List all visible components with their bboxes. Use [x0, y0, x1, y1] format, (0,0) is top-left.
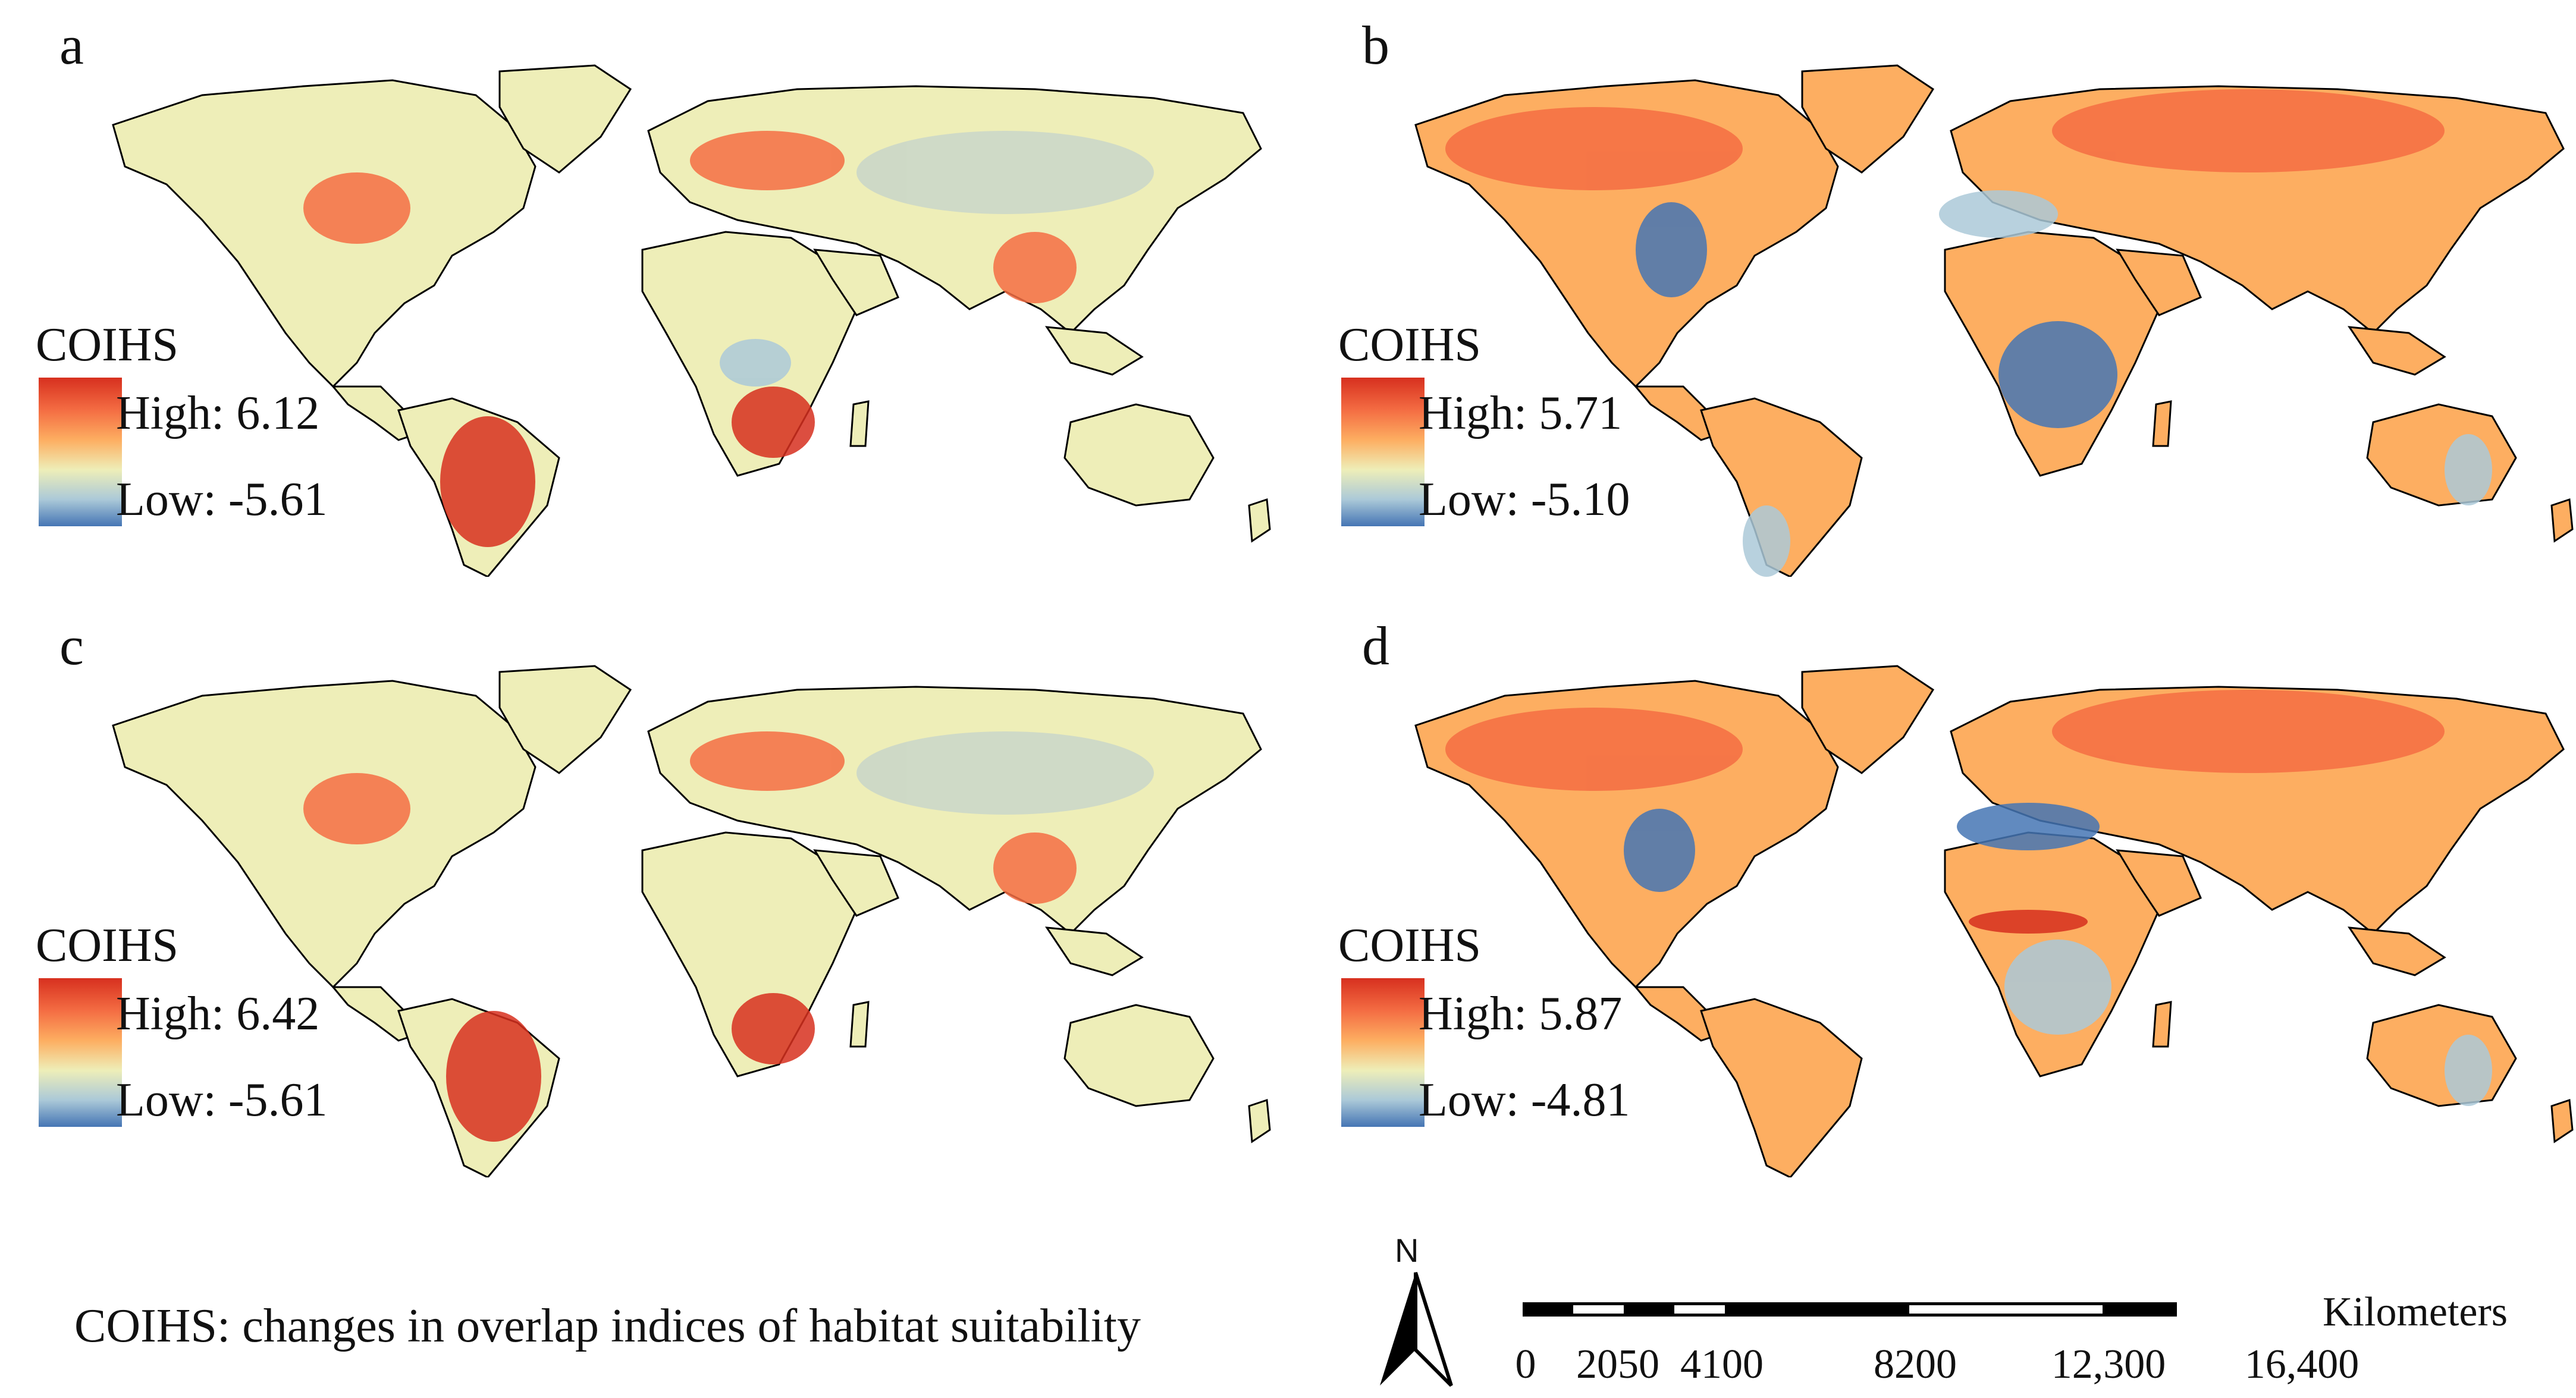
legend: COIHS High: 5.87 Low: -4.81	[1338, 922, 1755, 1160]
panel-letter: d	[1362, 615, 1389, 676]
scale-segment	[1573, 1305, 1624, 1314]
legend-color-ramp	[39, 978, 122, 1127]
legend-color-ramp	[1341, 378, 1425, 526]
legend: COIHS High: 6.12 Low: -5.61	[36, 321, 452, 559]
world-map	[1414, 665, 2574, 1177]
legend-color-ramp	[39, 378, 122, 526]
map-panel-b: b COIHS High: 5.71 Low: -5.10	[1326, 18, 2576, 612]
legend-low-label: Low: -5.61	[116, 473, 328, 526]
suitability-hotspots	[1445, 89, 2492, 577]
legend: COIHS High: 5.71 Low: -5.10	[1338, 321, 1755, 559]
scale-unit-label: Kilometers	[2323, 1289, 2508, 1335]
legend-color-ramp	[1341, 978, 1425, 1127]
legend-title: COIHS	[36, 919, 179, 972]
legend-low-label: Low: -5.61	[116, 1074, 328, 1126]
scale-tick-label: 16,400	[2244, 1342, 2359, 1387]
scale-tick-label: 0	[1515, 1342, 1536, 1387]
scale-tick-label: 2050	[1576, 1342, 1659, 1387]
scale-tick-label: 4100	[1680, 1342, 1764, 1387]
world-map	[112, 64, 1271, 577]
panel-letter: b	[1362, 15, 1389, 76]
legend-high-label: High: 5.71	[1419, 387, 1623, 439]
legend-low-label: Low: -4.81	[1419, 1074, 1630, 1126]
scale-segment	[1909, 1305, 2103, 1314]
map-panel-a: a COIHS High: 6.12 Low: -5.61	[24, 18, 1303, 612]
scale-tick-label: 8200	[1874, 1342, 1957, 1387]
legend-high-label: High: 6.12	[116, 387, 320, 439]
legend-title: COIHS	[1338, 919, 1482, 972]
panel-letter: a	[59, 15, 84, 76]
map-panel-d: d COIHS High: 5.87 Low: -4.81	[1326, 618, 2576, 1213]
panel-letter: c	[59, 615, 84, 676]
scale-bar	[1523, 1302, 2177, 1317]
suitability-hotspots	[1445, 690, 2492, 1106]
legend-high-label: High: 5.87	[1419, 988, 1623, 1040]
suitability-hotspots	[303, 131, 1154, 547]
world-map	[1414, 64, 2574, 577]
map-panel-c: c COIHS High: 6.42 Low: -5.61	[24, 618, 1303, 1213]
legend-title: COIHS	[36, 319, 179, 371]
world-map	[112, 665, 1271, 1177]
footnote-caption: COIHS: changes in overlap indices of hab…	[74, 1300, 1141, 1352]
scale-tick-label: 12,300	[2051, 1342, 2166, 1387]
legend-high-label: High: 6.42	[116, 988, 320, 1040]
north-label: N	[1395, 1232, 1419, 1269]
legend-low-label: Low: -5.10	[1419, 473, 1630, 526]
legend-title: COIHS	[1338, 319, 1482, 371]
suitability-hotspots	[303, 731, 1154, 1142]
north-arrow-icon	[1380, 1272, 1453, 1387]
scale-segment	[1674, 1305, 1725, 1314]
legend: COIHS High: 6.42 Low: -5.61	[36, 922, 452, 1160]
